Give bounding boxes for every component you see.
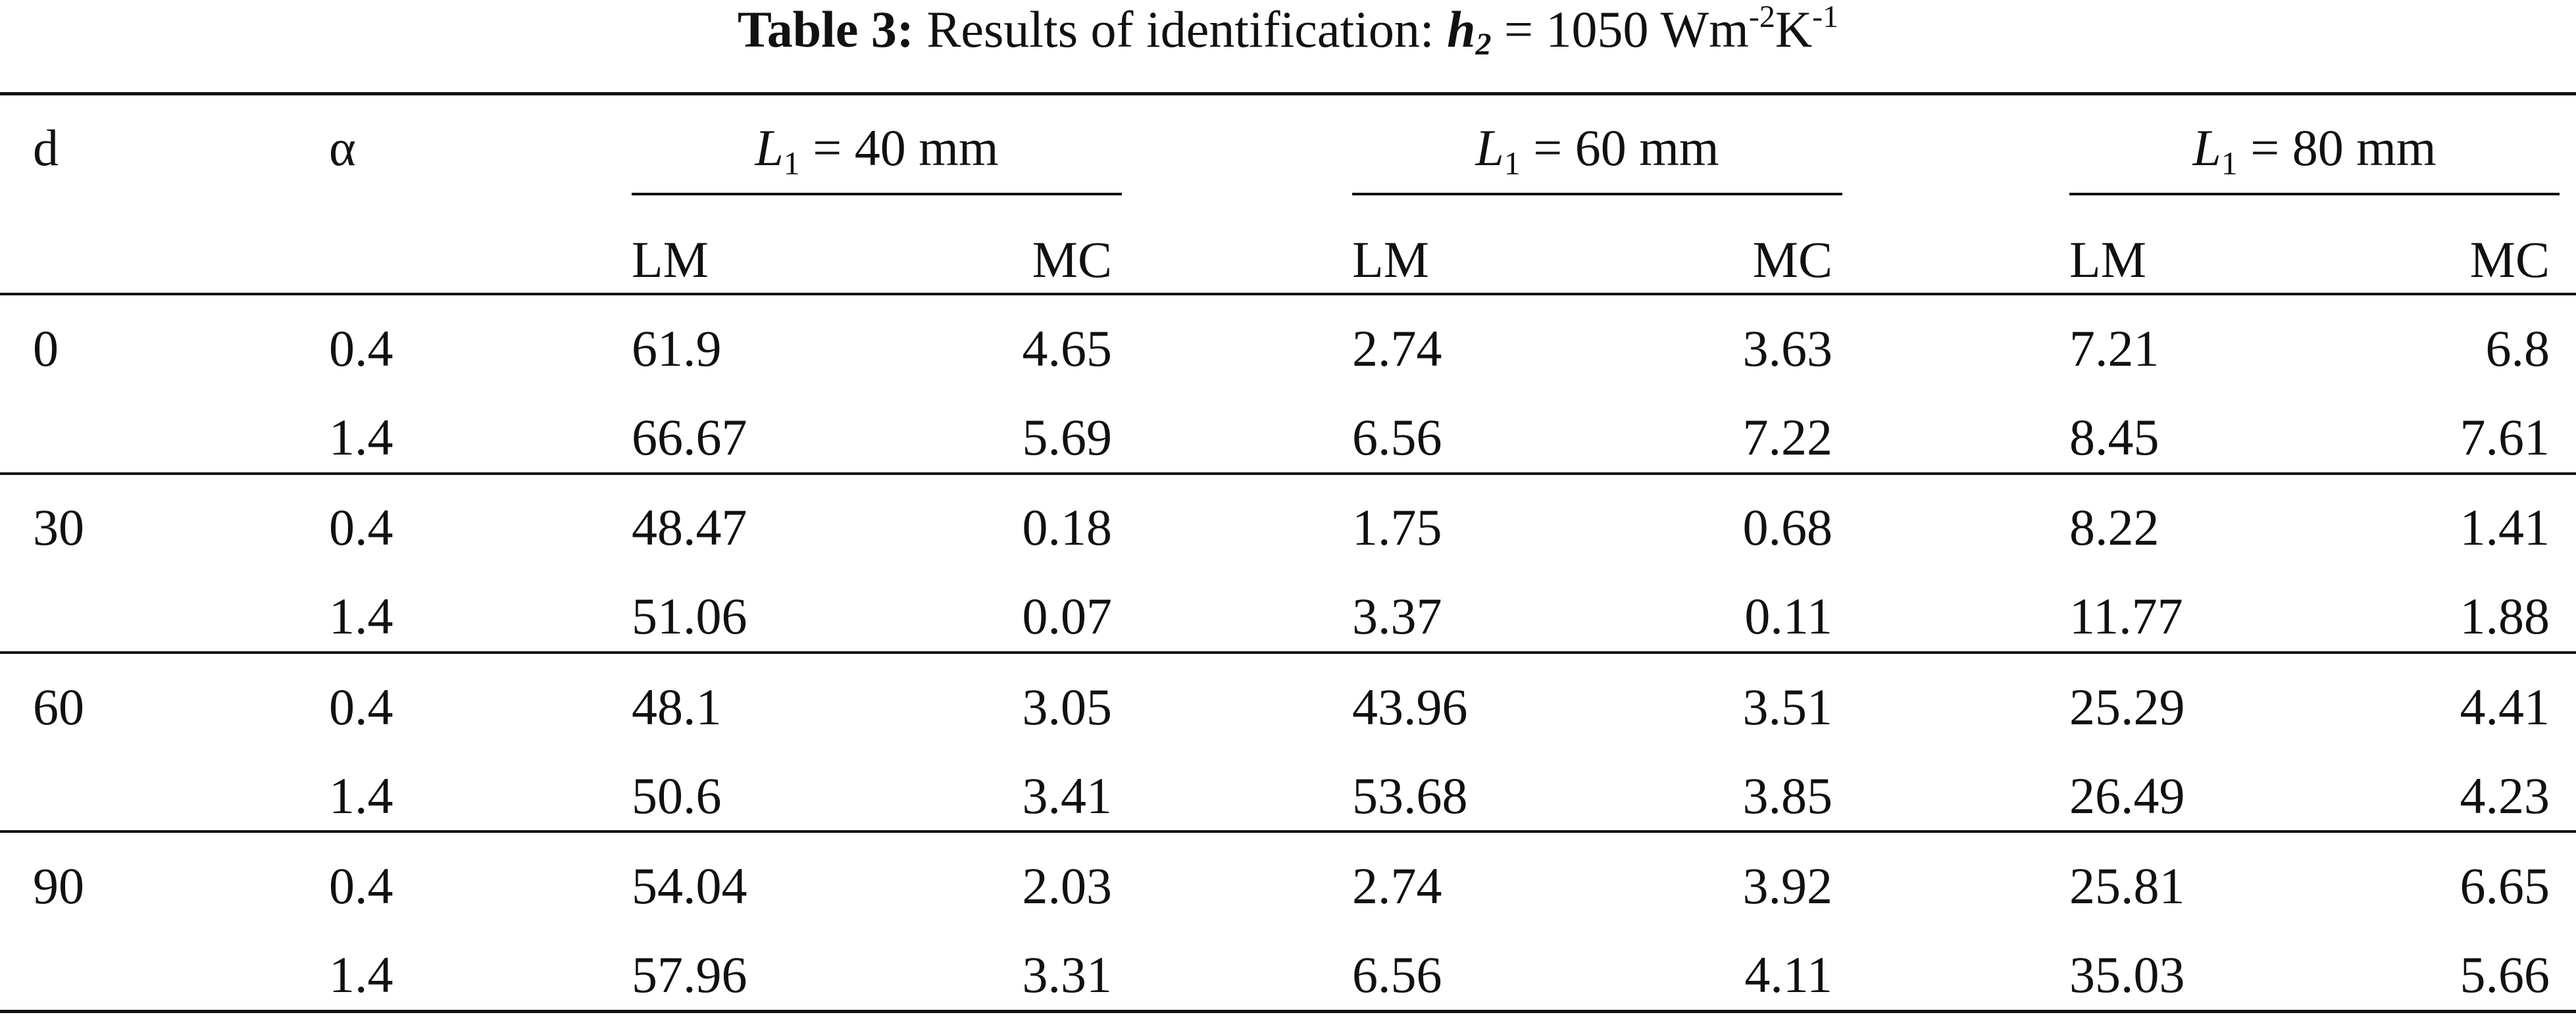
cell-alpha: 1.4	[329, 767, 393, 824]
cell-lm: 54.04	[632, 857, 747, 914]
cell-lm: 3.37	[1352, 587, 1442, 645]
cell-alpha: 0.4	[329, 320, 393, 377]
cell-lm: 8.45	[2069, 409, 2159, 466]
cell-alpha: 0.4	[329, 678, 393, 735]
group-divider-3	[0, 830, 2576, 833]
cell-lm: 8.22	[2069, 499, 2159, 556]
cell-mc: 4.11	[1744, 946, 1832, 1003]
subheader-lm-80: LM	[2069, 231, 2146, 288]
group-divider-1	[0, 472, 2576, 475]
cell-lm: 61.9	[632, 320, 722, 377]
group-header-l1-80: L1 = 80 mm	[2192, 119, 2437, 182]
group-underline-40	[632, 193, 1122, 195]
cell-mc: 3.41	[1022, 767, 1113, 824]
cell-mc: 4.65	[1022, 320, 1113, 377]
table-bottom-rule	[0, 1010, 2576, 1013]
cell-lm: 57.96	[632, 946, 747, 1003]
cell-lm: 7.21	[2069, 320, 2159, 377]
group-header-l1-40: L1 = 40 mm	[755, 119, 999, 182]
group-underline-80	[2069, 193, 2560, 195]
table-top-rule	[0, 92, 2576, 95]
cell-mc: 3.85	[1742, 767, 1833, 824]
caption-unit-exp2: -1	[1812, 0, 1839, 34]
subheader-mc-40: MC	[1032, 231, 1112, 288]
cell-lm: 2.74	[1352, 320, 1442, 377]
cell-lm: 2.74	[1352, 857, 1442, 914]
cell-lm: 43.96	[1352, 678, 1468, 735]
cell-lm: 26.49	[2069, 767, 2185, 824]
caption-label: Table 3:	[737, 1, 914, 58]
cell-lm: 11.77	[2069, 587, 2183, 645]
cell-lm: 25.81	[2069, 857, 2185, 914]
cell-mc: 3.51	[1742, 678, 1833, 735]
cell-lm: 51.06	[632, 587, 747, 645]
cell-mc: 0.11	[1744, 587, 1832, 645]
cell-d: 30	[33, 499, 84, 556]
caption-equation: = 1050 Wm	[1503, 1, 1749, 58]
cell-mc: 3.05	[1022, 678, 1113, 735]
cell-lm: 1.75	[1352, 499, 1442, 556]
caption-variable: h2	[1447, 1, 1492, 62]
caption-unit-exp1: -2	[1748, 0, 1775, 34]
cell-mc: 4.41	[2460, 678, 2550, 735]
subheader-mc-80: MC	[2469, 231, 2550, 288]
cell-mc: 5.66	[2460, 946, 2550, 1003]
cell-lm: 25.29	[2069, 678, 2185, 735]
cell-lm: 50.6	[632, 767, 722, 824]
header-bottom-rule	[0, 293, 2576, 295]
cell-alpha: 0.4	[329, 857, 393, 914]
group-underline-60	[1352, 193, 1842, 195]
cell-d: 90	[33, 857, 84, 914]
subheader-mc-60: MC	[1752, 231, 1832, 288]
cell-mc: 5.69	[1022, 409, 1113, 466]
cell-alpha: 1.4	[329, 946, 393, 1003]
cell-mc: 3.63	[1742, 320, 1833, 377]
cell-lm: 66.67	[632, 409, 747, 466]
cell-alpha: 1.4	[329, 587, 393, 645]
cell-lm: 6.56	[1352, 946, 1442, 1003]
cell-lm: 6.56	[1352, 409, 1442, 466]
cell-lm: 35.03	[2069, 946, 2185, 1003]
subheader-lm-60: LM	[1352, 231, 1429, 288]
cell-mc: 7.61	[2460, 409, 2550, 466]
cell-lm: 48.47	[632, 499, 747, 556]
cell-mc: 1.88	[2460, 587, 2550, 645]
cell-mc: 0.68	[1742, 499, 1833, 556]
caption-unit-mid: K	[1775, 1, 1813, 58]
table-caption: Table 3: Results of identification: h2 =…	[0, 0, 2576, 62]
cell-mc: 3.92	[1742, 857, 1833, 914]
cell-mc: 0.18	[1022, 499, 1113, 556]
group-divider-2	[0, 651, 2576, 654]
group-header-l1-60: L1 = 60 mm	[1475, 119, 1719, 182]
cell-mc: 6.65	[2460, 857, 2550, 914]
cell-alpha: 1.4	[329, 409, 393, 466]
cell-mc: 2.03	[1022, 857, 1113, 914]
cell-d: 0	[33, 320, 59, 377]
cell-mc: 7.22	[1742, 409, 1833, 466]
subheader-lm-40: LM	[632, 231, 709, 288]
cell-mc: 4.23	[2460, 767, 2550, 824]
header-d: d	[33, 119, 59, 176]
cell-mc: 6.8	[2485, 320, 2550, 377]
header-alpha: α	[329, 119, 356, 176]
cell-lm: 48.1	[632, 678, 722, 735]
cell-d: 60	[33, 678, 84, 735]
cell-mc: 1.41	[2460, 499, 2550, 556]
cell-mc: 0.07	[1022, 587, 1113, 645]
cell-alpha: 0.4	[329, 499, 393, 556]
caption-text: Results of identification:	[926, 1, 1434, 58]
cell-lm: 53.68	[1352, 767, 1468, 824]
cell-mc: 3.31	[1022, 946, 1113, 1003]
